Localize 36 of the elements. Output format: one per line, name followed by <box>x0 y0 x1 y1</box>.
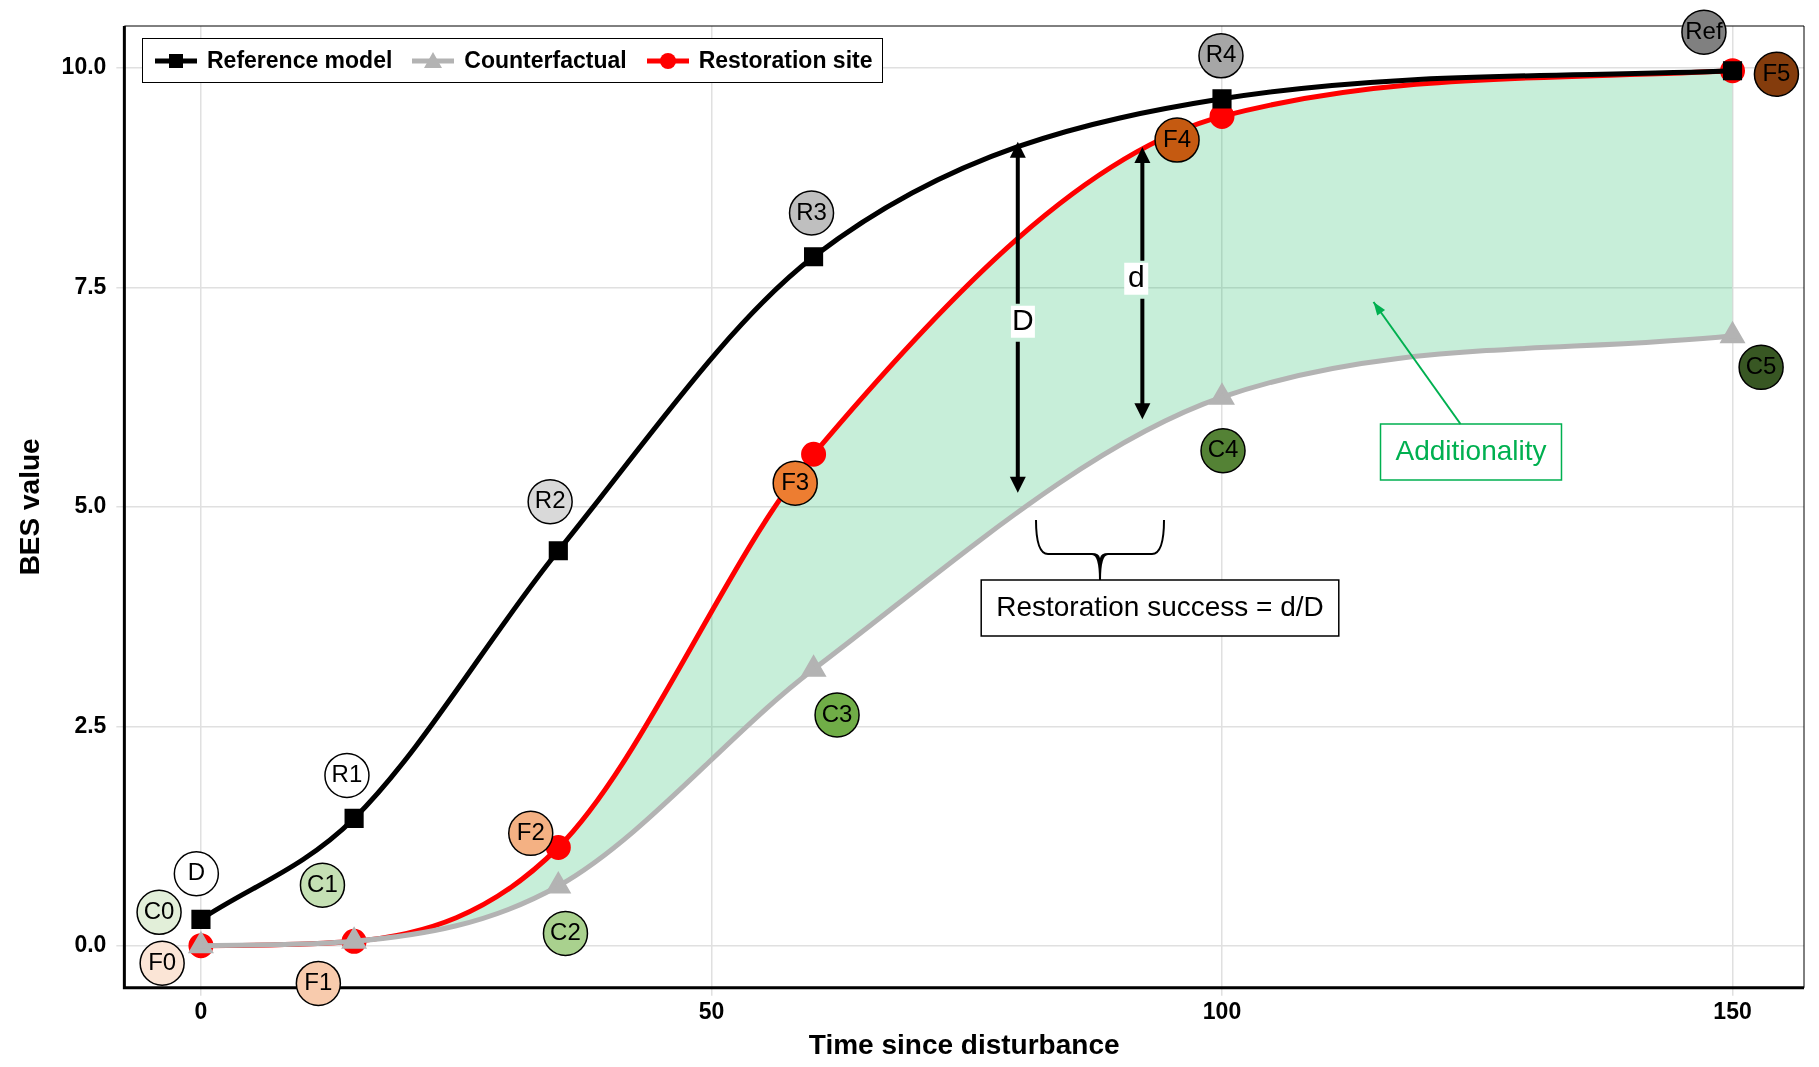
x-axis-title: Time since disturbance <box>808 1028 1120 1060</box>
annotation: F0 <box>148 947 177 975</box>
annotation: F4 <box>1163 124 1192 152</box>
annotation: C1 <box>307 869 338 897</box>
annotation: F2 <box>516 817 545 845</box>
annotation: C3 <box>821 699 853 727</box>
x-tick-label: 100 <box>1202 997 1242 1024</box>
annotation: d <box>1127 260 1145 293</box>
y-axis-title: BES value <box>13 438 45 576</box>
annotation: F1 <box>304 968 333 996</box>
y-tick-label: 7.5 <box>74 272 107 299</box>
legend-label: Reference model <box>207 47 393 74</box>
annotation: F3 <box>781 467 810 495</box>
annotation: Additionality <box>1395 434 1547 466</box>
annotation: Ref <box>1685 16 1723 44</box>
annotation: R1 <box>331 760 363 788</box>
annotation: F5 <box>1762 58 1791 86</box>
annotation: R4 <box>1205 40 1237 68</box>
annotation: D <box>1012 303 1034 336</box>
annotation: D <box>187 858 206 886</box>
x-tick-label: 150 <box>1713 997 1752 1024</box>
annotation: C2 <box>550 918 581 946</box>
y-tick-label: 10.0 <box>61 53 107 80</box>
annotation: C5 <box>1745 351 1777 379</box>
annotation: R2 <box>534 486 566 514</box>
y-tick-label: 0.0 <box>74 931 107 958</box>
y-tick-label: 2.5 <box>74 711 107 738</box>
y-tick-label: 5.0 <box>74 492 107 519</box>
x-tick-label: 0 <box>194 997 208 1024</box>
legend-label: Counterfactual <box>464 47 627 74</box>
legend-label: Restoration site <box>698 47 873 74</box>
annotation: C4 <box>1207 435 1239 463</box>
annotation: R3 <box>796 197 827 225</box>
annotation: C0 <box>143 896 175 924</box>
annotation: Restoration success = d/D <box>996 590 1324 622</box>
x-tick-label: 50 <box>698 997 725 1024</box>
